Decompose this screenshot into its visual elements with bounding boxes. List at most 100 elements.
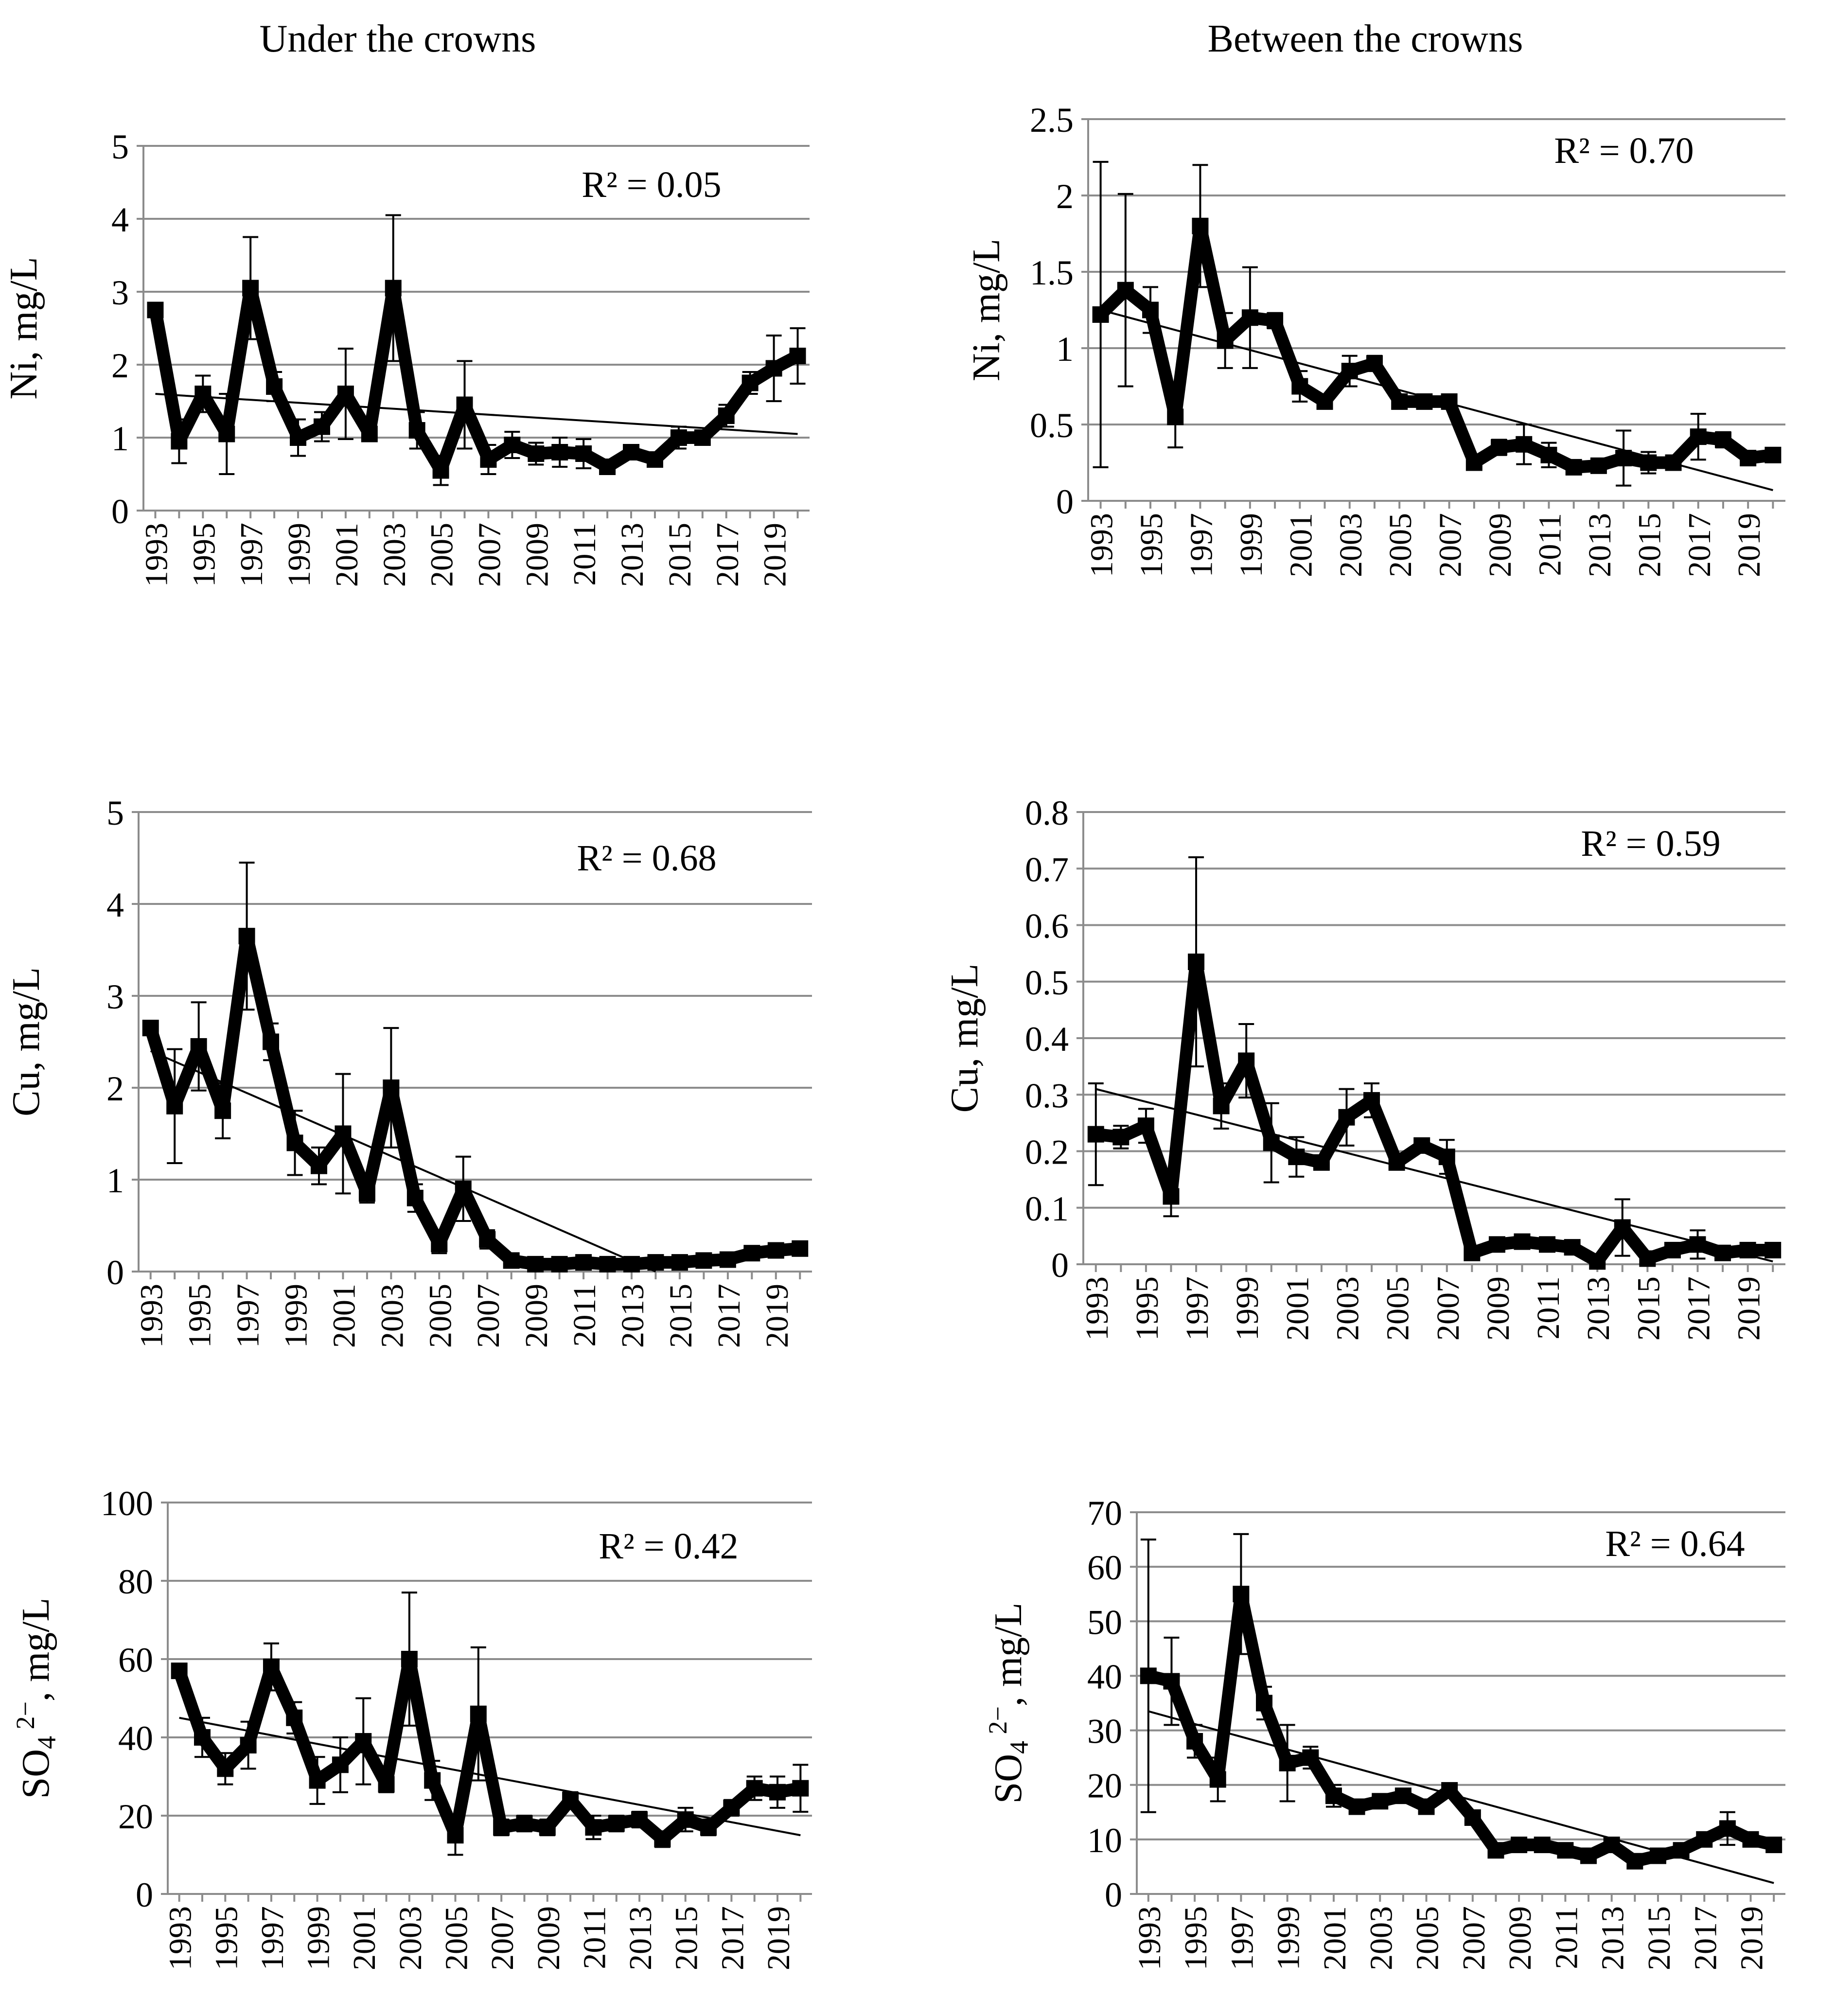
data-point: [1640, 454, 1657, 471]
x-tick-label: 1995: [1129, 1276, 1165, 1341]
x-tick-label: 1993: [1079, 1276, 1115, 1341]
x-tick-label: 2013: [1582, 513, 1618, 577]
data-point: [1233, 1586, 1250, 1603]
x-tick-label: 2011: [1549, 1906, 1584, 1969]
column-title-under: Under the crowns: [260, 18, 536, 60]
data-point: [1325, 1787, 1342, 1804]
data-point: [1514, 1233, 1531, 1250]
data-point: [383, 1079, 400, 1096]
data-point: [1690, 428, 1707, 445]
data-point: [1488, 1236, 1505, 1253]
data-point: [1742, 1831, 1759, 1848]
x-tick-label: 2017: [710, 523, 745, 587]
data-point: [539, 1819, 556, 1836]
y-tick-label: 20: [118, 1797, 153, 1836]
y-axis-label: Cu, mg/L: [5, 967, 48, 1116]
x-tick-label: 2003: [1363, 1906, 1399, 1970]
data-point: [1302, 1749, 1319, 1766]
data-point: [575, 445, 592, 462]
data-point: [1288, 1149, 1305, 1166]
data-point: [470, 1705, 487, 1722]
x-tick-label: 2003: [393, 1906, 428, 1970]
x-tick-label: 1997: [1180, 1276, 1215, 1341]
x-tick-label: 2005: [423, 1284, 458, 1348]
data-point: [1540, 446, 1557, 463]
data-point: [1580, 1847, 1597, 1864]
data-point: [516, 1815, 533, 1832]
data-point: [1140, 1667, 1157, 1684]
x-tick-label: 1999: [1230, 1276, 1265, 1341]
data-point: [238, 928, 255, 945]
data-point: [1673, 1842, 1690, 1859]
data-point: [623, 1256, 640, 1273]
y-tick-label: 5: [106, 794, 124, 832]
data-point: [1188, 954, 1205, 971]
x-tick-label: 2007: [472, 523, 507, 587]
data-point: [1217, 332, 1234, 349]
data-point: [551, 444, 568, 460]
data-point: [623, 444, 640, 460]
data-point: [1603, 1837, 1620, 1854]
x-tick-label: 1995: [1134, 513, 1169, 577]
data-point: [608, 1815, 625, 1832]
y-tick-label: 100: [101, 1484, 153, 1523]
data-point: [1112, 1129, 1129, 1146]
x-tick-label: 1993: [1084, 513, 1120, 577]
y-tick-label: 0.6: [1025, 907, 1069, 946]
data-point: [1739, 1241, 1756, 1258]
data-point: [1316, 393, 1333, 410]
data-point: [1263, 1134, 1280, 1151]
data-point: [286, 1134, 303, 1151]
x-tick-label: 2011: [577, 1906, 612, 1969]
data-point: [1696, 1831, 1713, 1848]
y-tick-label: 20: [1087, 1767, 1122, 1805]
data-point: [670, 429, 687, 446]
x-tick-label: 1999: [282, 523, 317, 587]
y-tick-label: 0.1: [1025, 1189, 1069, 1228]
y-tick-label: 1: [106, 1161, 124, 1200]
data-point: [240, 1737, 257, 1754]
data-point: [700, 1819, 717, 1836]
data-point: [746, 1780, 763, 1797]
data-point: [1418, 1798, 1435, 1815]
x-tick-label: 2003: [374, 1284, 410, 1348]
y-tick-label: 30: [1087, 1712, 1122, 1751]
x-tick-label: 1995: [186, 523, 222, 587]
y-tick-label: 60: [1087, 1548, 1122, 1587]
x-tick-label: 1997: [230, 1284, 266, 1348]
data-point: [218, 425, 235, 442]
x-tick-label: 2001: [347, 1906, 382, 1970]
x-tick-label: 2001: [329, 523, 365, 587]
data-point: [1464, 1244, 1481, 1261]
y-tick-label: 0.2: [1025, 1133, 1069, 1172]
data-point: [190, 1038, 207, 1055]
data-point: [194, 1729, 211, 1746]
y-tick-label: 0.3: [1025, 1076, 1069, 1115]
data-point: [1719, 1820, 1736, 1837]
x-tick-label: 2015: [1641, 1906, 1677, 1970]
data-point: [1464, 1809, 1481, 1826]
data-point: [1137, 1117, 1154, 1134]
data-point: [1142, 301, 1159, 318]
x-tick-label: 2013: [615, 523, 650, 587]
data-point: [1665, 454, 1682, 471]
y-tick-label: 2: [106, 1069, 124, 1108]
y-tick-label: 5: [111, 127, 129, 166]
x-tick-label: 2013: [623, 1906, 658, 1970]
data-point: [1391, 393, 1408, 410]
data-point: [527, 1256, 544, 1273]
x-tick-label: 2019: [758, 523, 793, 587]
data-point: [1092, 306, 1109, 323]
data-point: [671, 1254, 688, 1271]
data-point: [424, 1772, 441, 1789]
data-point: [493, 1819, 510, 1836]
data-point: [385, 280, 402, 297]
data-point: [765, 360, 782, 377]
y-tick-label: 80: [118, 1562, 153, 1601]
data-point: [1163, 1188, 1180, 1205]
data-point: [1516, 436, 1533, 453]
x-tick-label: 2001: [1283, 513, 1319, 577]
data-point: [1465, 454, 1482, 471]
y-tick-label: 0.8: [1025, 794, 1069, 832]
